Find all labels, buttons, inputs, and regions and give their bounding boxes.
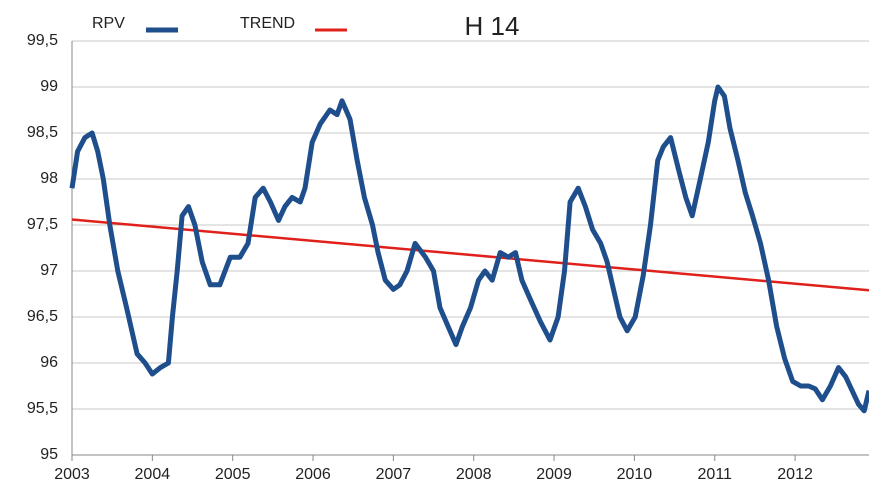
- y-tick-label: 95,5: [27, 400, 58, 417]
- y-tick-label: 96: [40, 354, 58, 371]
- y-tick-label: 97: [40, 262, 58, 279]
- series-line: [69, 84, 869, 414]
- x-tick-label: 2009: [536, 466, 572, 483]
- chart-title: H 14: [465, 11, 520, 41]
- y-tick-label: 98: [40, 170, 58, 187]
- y-tick-label: 96,5: [27, 308, 58, 325]
- x-tick-label: 2010: [617, 466, 653, 483]
- legend-label: RPV: [92, 15, 125, 32]
- y-tick-label: 95: [40, 446, 58, 463]
- legend-label: TREND: [240, 15, 295, 32]
- y-tick-label: 99,5: [27, 32, 58, 49]
- x-tick-label: 2006: [295, 466, 331, 483]
- x-tick-label: 2011: [698, 466, 733, 483]
- x-tick-label: 2012: [777, 466, 813, 483]
- x-tick-label: 2007: [376, 466, 412, 483]
- x-tick-label: 2005: [215, 466, 251, 483]
- y-tick-label: 98,5: [27, 124, 58, 141]
- y-tick-label: 99: [40, 78, 58, 95]
- series-line: [71, 218, 869, 292]
- y-tick-label: 97,5: [27, 216, 58, 233]
- x-tick-label: 2004: [135, 466, 171, 483]
- x-tick-label: 2003: [54, 466, 90, 483]
- x-tick-label: 2008: [456, 466, 492, 483]
